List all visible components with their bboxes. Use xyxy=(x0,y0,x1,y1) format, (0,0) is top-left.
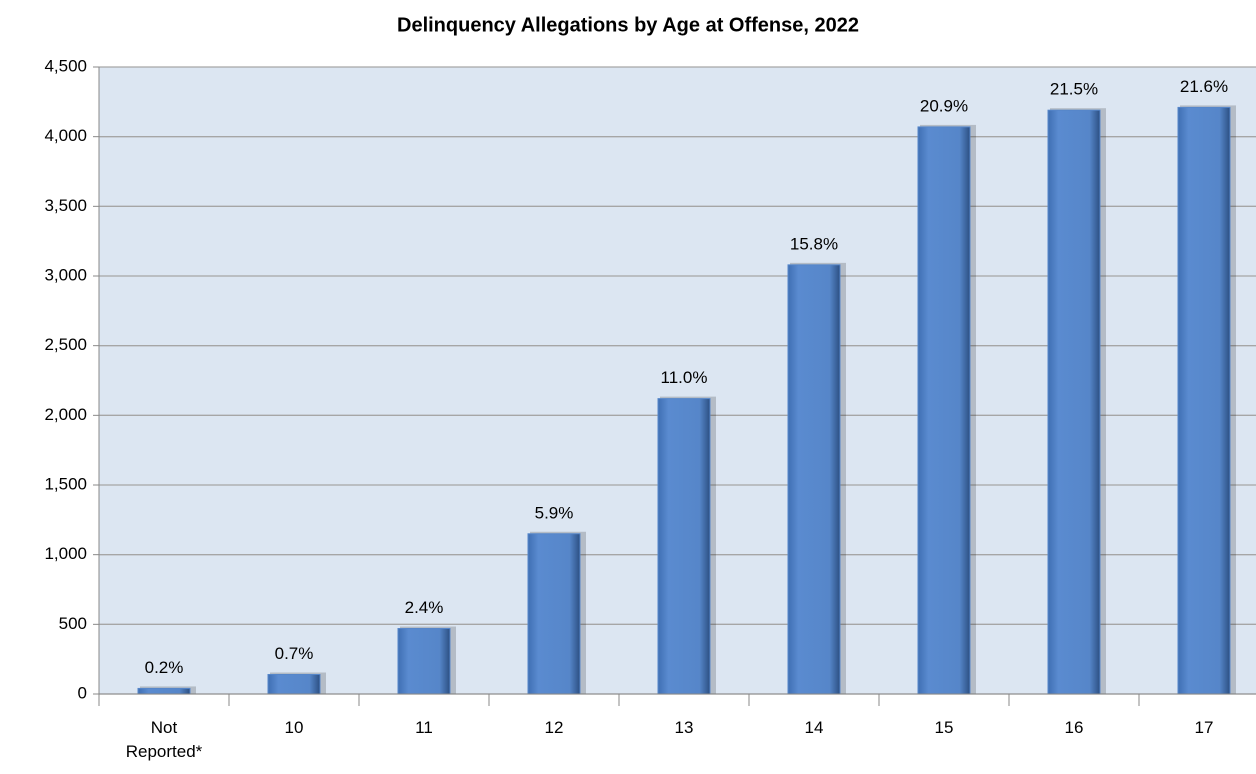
data-label: 5.9% xyxy=(535,503,574,522)
y-tick-label: 3,000 xyxy=(44,265,87,284)
x-tick-label: 14 xyxy=(804,718,824,737)
x-tick-label: Not Reported* xyxy=(125,718,203,761)
x-tick-label: 17 xyxy=(1194,718,1214,737)
data-label: 21.5% xyxy=(1050,80,1098,99)
bar xyxy=(917,126,971,695)
bar xyxy=(1177,106,1231,695)
y-tick-label: 2,000 xyxy=(44,405,87,424)
x-tick-label: 12 xyxy=(544,718,564,737)
x-tick-label: 10 xyxy=(284,718,304,737)
bar xyxy=(137,687,191,695)
data-label: 0.2% xyxy=(145,658,184,677)
x-tick-label: 11 xyxy=(415,718,433,737)
bar xyxy=(267,673,321,695)
x-tick-label: 15 xyxy=(934,718,954,737)
data-label: 11.0% xyxy=(661,368,708,387)
y-tick-label: 2,500 xyxy=(44,335,87,354)
y-tick-label: 0 xyxy=(78,683,87,702)
y-tick-label: 500 xyxy=(59,614,87,633)
bar xyxy=(657,398,711,695)
y-tick-label: 1,000 xyxy=(44,544,87,563)
bar xyxy=(397,628,451,695)
bar xyxy=(1047,109,1101,695)
data-label: 15.8% xyxy=(790,234,838,253)
x-tick-label: 16 xyxy=(1064,718,1084,737)
y-tick-label: 3,500 xyxy=(44,196,87,215)
data-label: 0.7% xyxy=(275,644,314,663)
chart-title: Delinquency Allegations by Age at Offens… xyxy=(397,14,859,36)
bar xyxy=(787,264,841,695)
x-tick-label: 13 xyxy=(674,718,694,737)
y-tick-label: 1,500 xyxy=(44,474,87,493)
y-tick-label: 4,000 xyxy=(44,126,87,145)
data-label: 20.9% xyxy=(920,96,968,115)
data-label: 2.4% xyxy=(405,598,444,617)
data-label: 21.6% xyxy=(1180,77,1228,96)
y-tick-label: 4,500 xyxy=(44,56,87,75)
bar xyxy=(527,533,581,695)
